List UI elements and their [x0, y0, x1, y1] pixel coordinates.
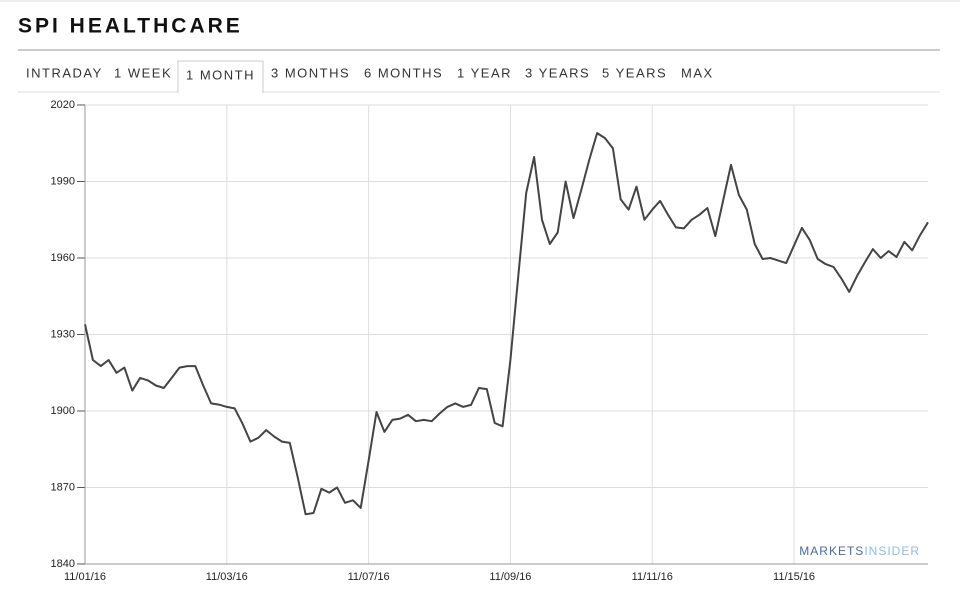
- chart-title: SPI HEALTHCARE: [18, 15, 243, 38]
- y-tick-label: 1900: [51, 405, 75, 417]
- tab[interactable]: MAX: [681, 65, 714, 80]
- y-tick-label: 1990: [51, 175, 75, 187]
- y-tick-label: 2020: [51, 99, 75, 111]
- tab[interactable]: INTRADAY: [26, 65, 103, 80]
- active-tab-frame: [177, 60, 264, 93]
- tab[interactable]: 6 MONTHS: [364, 65, 443, 80]
- tab[interactable]: 5 YEARS: [602, 65, 667, 80]
- x-tick-label: 11/01/16: [64, 571, 106, 583]
- x-tick-label: 11/15/16: [773, 571, 815, 583]
- x-tick-label: 11/11/16: [632, 571, 673, 583]
- plot: 1840 1870 1900 1930 1960 1990 2020 11/01/16 11/0…: [51, 99, 929, 583]
- price-line: [84, 132, 929, 516]
- y-tick-label: 1930: [51, 328, 75, 340]
- x-tick-label: 11/09/16: [489, 571, 531, 583]
- tab[interactable]: 1 YEAR: [457, 65, 512, 80]
- y-tick-label: 1960: [51, 252, 75, 264]
- tab[interactable]: 3 YEARS: [525, 65, 590, 80]
- watermark: MARKETSINSIDER: [799, 544, 920, 558]
- tabs: INTRADAY 1 WEEK 1 MONTH 3 MONTHS 6 MONTHS 1 Y…: [26, 60, 714, 93]
- y-tick-label: 1840: [51, 558, 75, 570]
- tab[interactable]: 1 WEEK: [114, 65, 172, 80]
- watermark-part: INSIDER: [864, 544, 920, 558]
- tab[interactable]: 1 MONTH: [186, 67, 255, 82]
- x-tick-label: 11/07/16: [348, 571, 390, 583]
- x-tick-label: 11/03/16: [206, 571, 248, 583]
- watermark-part: MARKETS: [799, 544, 864, 558]
- y-tick-label: 1870: [51, 481, 75, 493]
- tab[interactable]: 3 MONTHS: [271, 65, 350, 80]
